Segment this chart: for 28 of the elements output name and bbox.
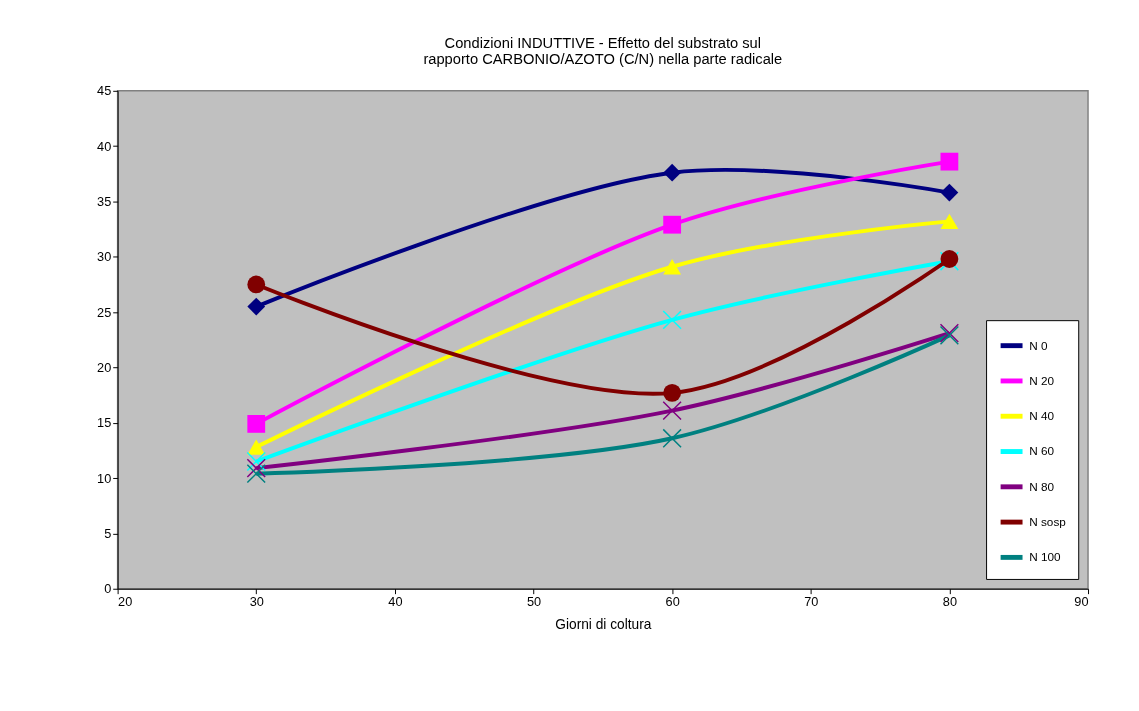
- x-tick-label: 80: [942, 593, 957, 609]
- x-tick-label: 90: [1074, 593, 1089, 609]
- x-tick-label: 70: [804, 593, 819, 609]
- text: Condizioni INDUTTIVE - Effetto del substrato sul: [444, 34, 762, 51]
- x-tick-label: 20: [118, 593, 133, 609]
- y-tick-label: 40: [97, 138, 112, 154]
- legend-label: N sosp: [1029, 515, 1067, 529]
- y-tick-label: 15: [97, 415, 112, 431]
- y-tick-label: 20: [97, 359, 112, 375]
- x-tick-label: 30: [249, 593, 264, 609]
- x-tick-label: 60: [665, 593, 680, 609]
- x-tick-label: 40: [388, 593, 403, 609]
- legend-label: N 60: [1029, 444, 1055, 458]
- legend-label: N 100: [1029, 550, 1062, 564]
- legend-label: N 20: [1029, 373, 1055, 387]
- x-tick-label: 50: [526, 593, 542, 609]
- x-axis-title: Giorni di coltura: [555, 617, 652, 633]
- y-tick-label: 35: [97, 193, 112, 209]
- legend-label: N 0: [1029, 338, 1048, 352]
- y-tick-label: 10: [97, 470, 112, 486]
- y-tick-label: 0: [104, 581, 112, 597]
- legend-label: N 80: [1029, 479, 1055, 493]
- y-tick-label: 5: [104, 525, 112, 541]
- text: rapporto CARBONIO/AZOTO (C/N) nella parte radicale: [423, 51, 783, 68]
- y-tick-label: 25: [97, 304, 112, 320]
- y-tick-label: 30: [97, 249, 112, 265]
- legend-label: N 40: [1029, 409, 1055, 423]
- y-tick-label: 45: [97, 83, 112, 99]
